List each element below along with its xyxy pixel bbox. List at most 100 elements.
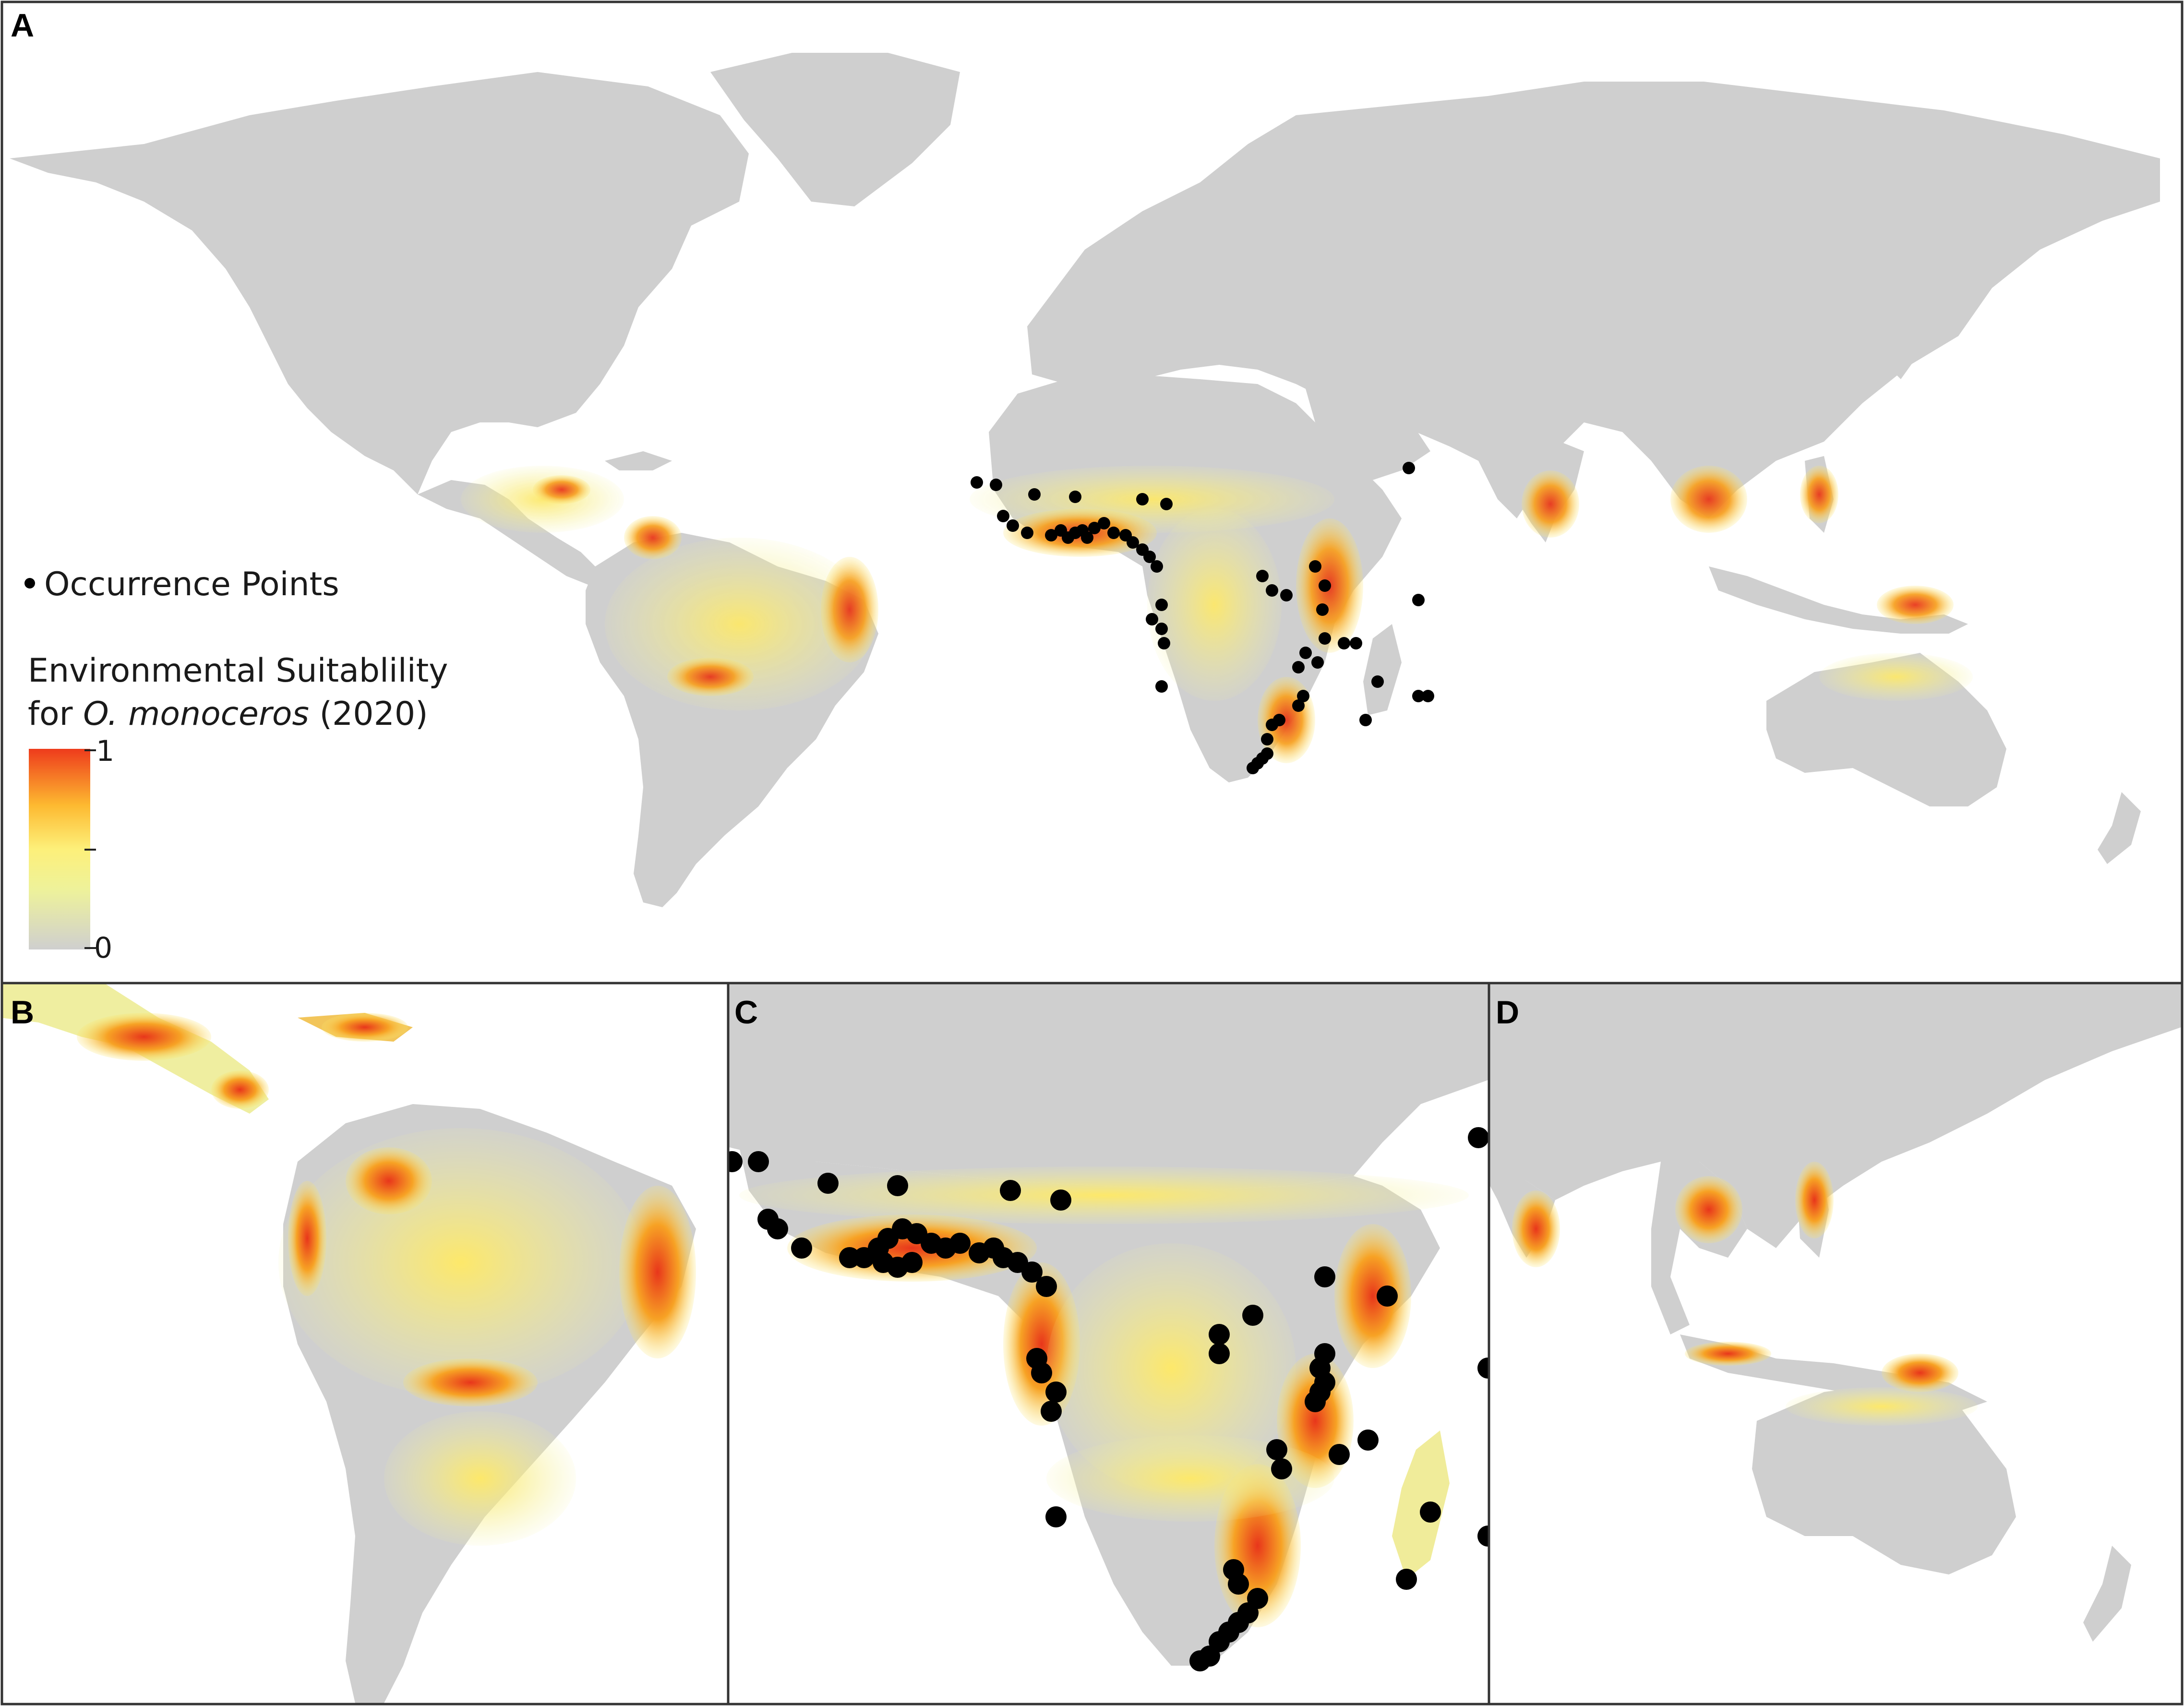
occurrence-point xyxy=(1045,1506,1067,1527)
occurrence-point xyxy=(1266,719,1278,731)
occurrence-point xyxy=(1319,579,1331,592)
legend-title-suffix: (2020) xyxy=(309,695,428,733)
land-madagascar xyxy=(1363,624,1402,715)
occurrence-point xyxy=(1309,560,1321,573)
occurrence-point xyxy=(1314,1266,1335,1287)
occurrence-point xyxy=(1412,594,1425,606)
occurrence-point xyxy=(1377,1286,1398,1307)
occurrence-point xyxy=(1007,519,1019,532)
occurrence-point xyxy=(791,1237,812,1259)
occurrence-point xyxy=(1146,613,1158,625)
occurrence-point xyxy=(1311,656,1324,669)
occurrence-point xyxy=(1021,1261,1043,1283)
land-japan xyxy=(1886,269,1939,379)
occurrence-point xyxy=(1396,1569,1417,1590)
occurrence-point xyxy=(1468,1127,1488,1148)
occurrence-point xyxy=(1158,637,1170,649)
occurrence-point xyxy=(901,1252,923,1273)
occurrence-point xyxy=(997,510,1009,522)
suitability-layer-d xyxy=(1512,1162,1978,1426)
occurrence-point xyxy=(990,479,1002,491)
occurrence-points-c xyxy=(729,1127,1488,1671)
occurrence-point xyxy=(1136,493,1149,505)
occurrence-point xyxy=(1266,1439,1287,1460)
legend-species: O. monoceros xyxy=(83,695,309,733)
occurrence-point xyxy=(1371,675,1384,688)
occurrence-point xyxy=(1338,637,1350,649)
occurrence-point xyxy=(1000,1180,1021,1201)
panel-label-d: D xyxy=(1496,994,1519,1031)
occurrence-point xyxy=(1069,491,1081,503)
occurrence-point xyxy=(1031,1362,1052,1383)
occurrence-point xyxy=(1403,462,1415,474)
occurrence-point xyxy=(1280,589,1293,601)
occurrence-point xyxy=(1477,1526,1488,1547)
occurrence-point xyxy=(1151,560,1163,573)
occurrence-point xyxy=(1412,690,1425,702)
occurrence-point xyxy=(1036,1276,1057,1297)
occurrence-point xyxy=(729,1151,743,1172)
occurrence-point xyxy=(1050,1189,1071,1211)
occurrence-point xyxy=(1160,498,1173,510)
panel-a: Occurrence Points Environmental Suitabli… xyxy=(3,3,2181,982)
occurrence-point xyxy=(971,476,983,489)
occurrence-point xyxy=(1477,1358,1488,1379)
occurrence-point xyxy=(1305,1391,1326,1412)
occurrence-point xyxy=(1357,1430,1379,1451)
occurrence-point xyxy=(1292,699,1305,712)
occurrence-point xyxy=(1292,661,1305,673)
land-greenland xyxy=(710,53,960,206)
occurrence-point xyxy=(1045,529,1057,541)
panel-b: B xyxy=(3,984,727,1703)
land-new-zealand-zoom xyxy=(2083,1546,2131,1642)
occurrence-point xyxy=(1081,531,1093,544)
legend-max-label: 1 xyxy=(96,734,114,768)
legend-title-line1: Environmental Suitablility xyxy=(28,652,448,690)
land-north-america xyxy=(10,72,749,494)
panel-label-c: C xyxy=(734,994,758,1031)
occurrence-point xyxy=(767,1218,788,1239)
occurrence-point xyxy=(1422,690,1434,702)
occurrence-point xyxy=(817,1173,839,1194)
occurrence-point xyxy=(1271,1458,1292,1479)
suitability-layer-b xyxy=(77,1013,696,1546)
legend-title-line2: for O. monoceros (2020) xyxy=(28,695,428,733)
land-indonesia xyxy=(1709,566,1968,634)
occurrence-point xyxy=(1189,1650,1211,1671)
land-new-zealand xyxy=(2098,792,2141,864)
suitability-layer-a xyxy=(461,466,1973,763)
occurrence-point xyxy=(949,1233,971,1254)
occurrence-point xyxy=(1155,680,1168,693)
occurrence-point xyxy=(1155,623,1168,635)
panel-c: C xyxy=(729,984,1488,1703)
occurrence-point xyxy=(1242,1305,1263,1326)
land-eurasia xyxy=(1027,82,2160,518)
occurrence-point xyxy=(1088,522,1101,534)
suitability-layer-c xyxy=(739,1166,1469,1627)
occurrence-point xyxy=(1350,637,1362,649)
occurrence-point xyxy=(887,1175,908,1196)
legend-color-bar xyxy=(29,749,90,949)
occurrence-point xyxy=(1420,1502,1441,1523)
panel-label-b: B xyxy=(11,994,34,1031)
land-asia-zoom xyxy=(1490,984,2181,1248)
occurrence-point xyxy=(1107,527,1120,539)
legend-occurrence-label: Occurrence Points xyxy=(44,565,339,603)
occurrence-point xyxy=(1021,527,1033,539)
occurrence-point xyxy=(1098,517,1110,529)
occurrence-point xyxy=(1143,551,1156,563)
occurrence-point xyxy=(1297,690,1309,702)
panel-d: D xyxy=(1490,984,2181,1703)
land-north-africa-zoom xyxy=(729,984,1488,1190)
legend-title-prefix: for xyxy=(28,695,83,733)
occurrence-point xyxy=(1247,762,1259,774)
occurrence-point xyxy=(1299,647,1312,659)
legend: Occurrence Points Environmental Suitabli… xyxy=(24,565,448,965)
land-arabia xyxy=(1306,389,1430,480)
occurrence-points-a xyxy=(971,462,1434,774)
panel-label-a: A xyxy=(11,7,34,44)
occurrence-point xyxy=(1256,570,1269,582)
